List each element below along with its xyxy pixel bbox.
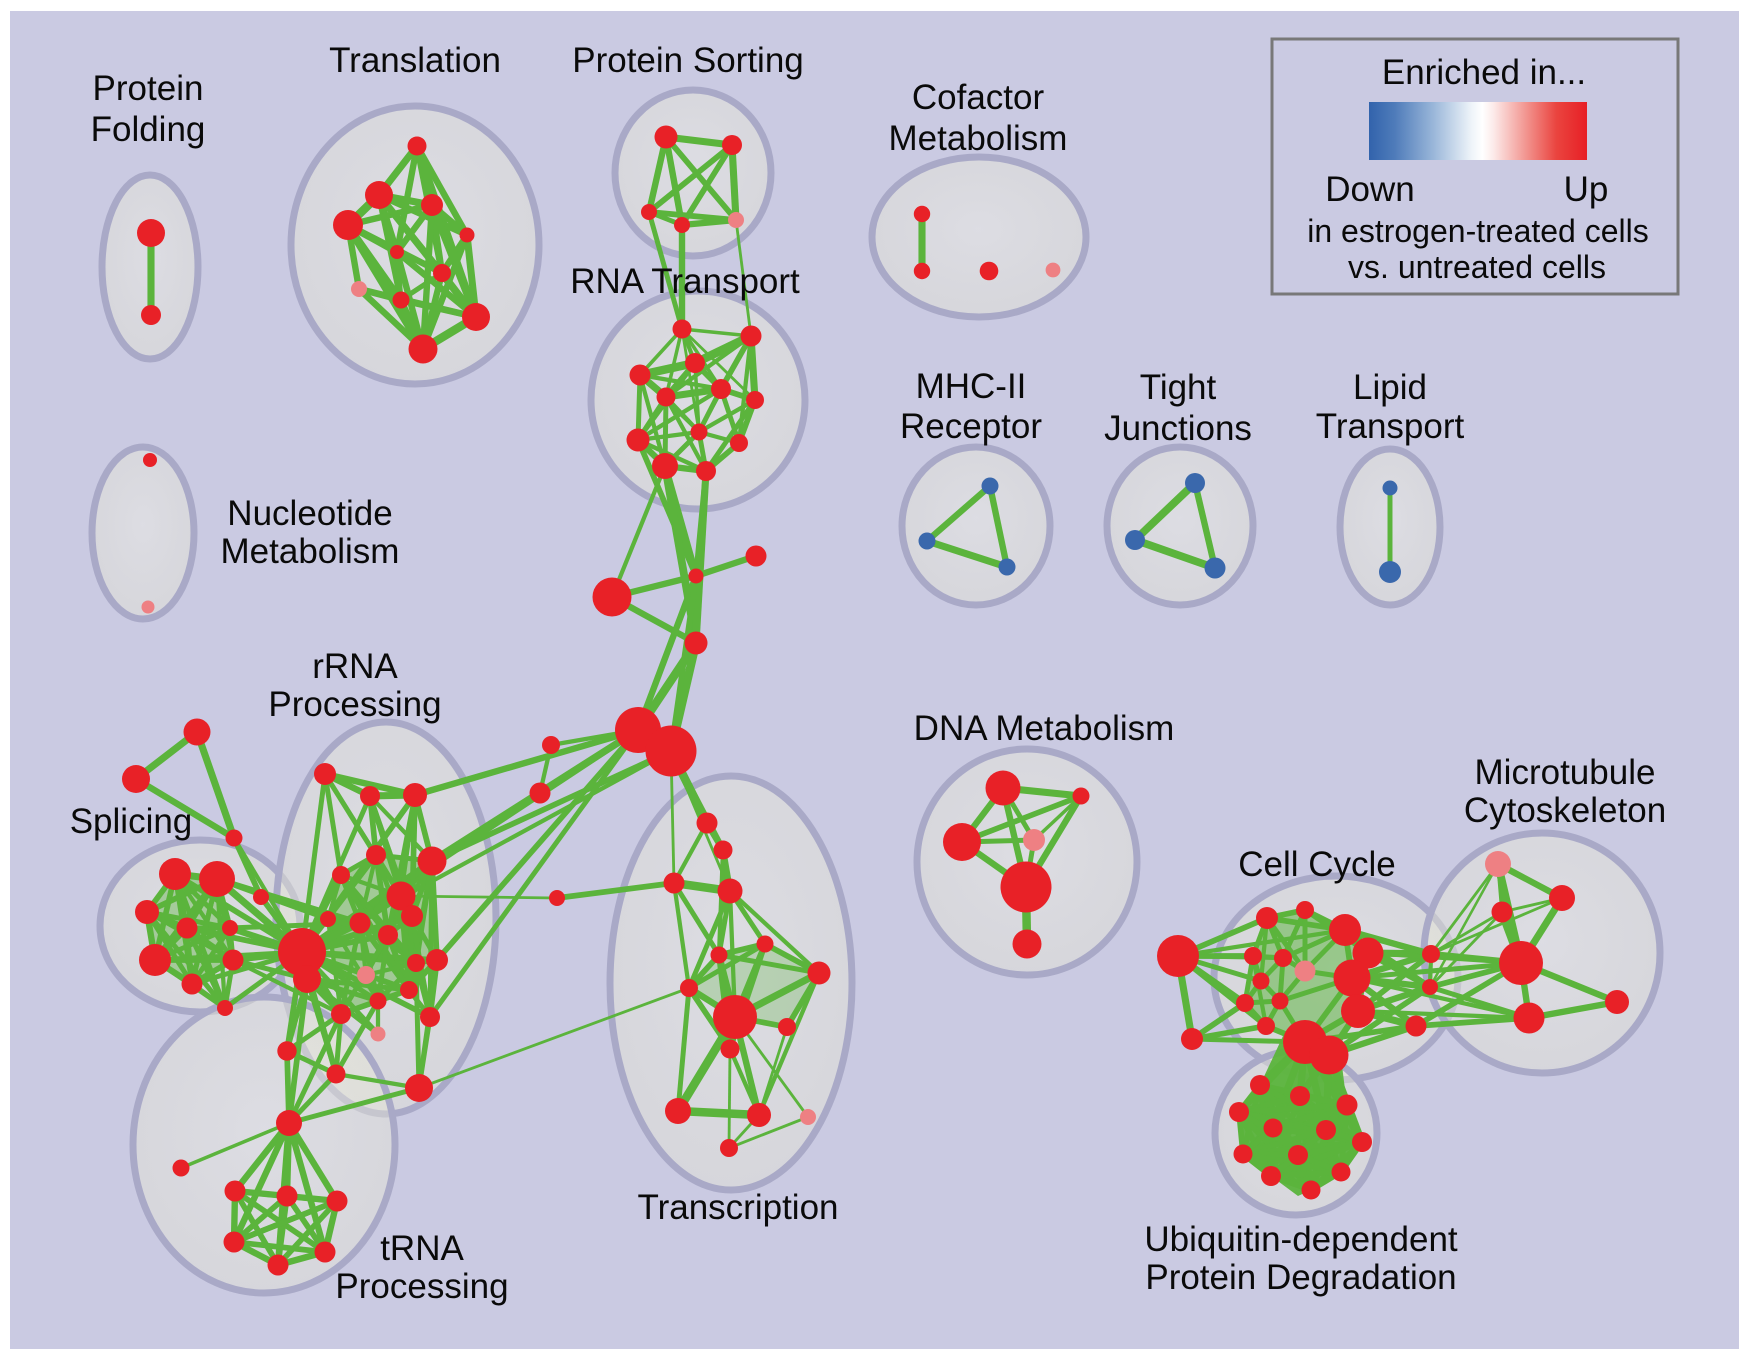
svg-text:tRNA: tRNA bbox=[380, 1229, 464, 1268]
svg-text:Protein Sorting: Protein Sorting bbox=[572, 41, 804, 80]
svg-text:Metabolism: Metabolism bbox=[889, 119, 1068, 158]
svg-text:vs. untreated cells: vs. untreated cells bbox=[1348, 249, 1606, 285]
svg-text:Cell Cycle: Cell Cycle bbox=[1238, 845, 1396, 884]
svg-text:Junctions: Junctions bbox=[1104, 409, 1252, 448]
svg-text:Processing: Processing bbox=[268, 685, 441, 724]
svg-text:Translation: Translation bbox=[329, 41, 501, 80]
svg-text:Enriched in...: Enriched in... bbox=[1382, 53, 1586, 92]
svg-text:Protein Degradation: Protein Degradation bbox=[1145, 1258, 1456, 1297]
svg-text:in estrogen-treated cells: in estrogen-treated cells bbox=[1307, 213, 1649, 249]
svg-text:Receptor: Receptor bbox=[900, 407, 1042, 446]
svg-text:RNA Transport: RNA Transport bbox=[570, 262, 800, 301]
svg-text:Cytoskeleton: Cytoskeleton bbox=[1464, 791, 1666, 830]
svg-text:Processing: Processing bbox=[335, 1267, 508, 1306]
svg-text:Tight: Tight bbox=[1140, 368, 1217, 407]
svg-text:Transcription: Transcription bbox=[638, 1188, 839, 1227]
svg-text:Splicing: Splicing bbox=[70, 802, 193, 841]
svg-text:Lipid: Lipid bbox=[1353, 368, 1427, 407]
svg-text:Nucleotide: Nucleotide bbox=[227, 494, 392, 533]
svg-text:Down: Down bbox=[1325, 170, 1414, 209]
svg-text:DNA Metabolism: DNA Metabolism bbox=[914, 709, 1175, 748]
svg-text:Up: Up bbox=[1564, 170, 1609, 209]
svg-text:Protein: Protein bbox=[93, 69, 204, 108]
svg-text:Transport: Transport bbox=[1316, 407, 1465, 446]
svg-text:Cofactor: Cofactor bbox=[912, 78, 1045, 117]
svg-text:MHC-II: MHC-II bbox=[916, 367, 1027, 406]
svg-text:Microtubule: Microtubule bbox=[1475, 753, 1656, 792]
svg-text:Folding: Folding bbox=[91, 110, 206, 149]
svg-text:rRNA: rRNA bbox=[312, 647, 398, 686]
svg-text:Metabolism: Metabolism bbox=[221, 532, 400, 571]
svg-text:Ubiquitin-dependent: Ubiquitin-dependent bbox=[1144, 1220, 1458, 1259]
